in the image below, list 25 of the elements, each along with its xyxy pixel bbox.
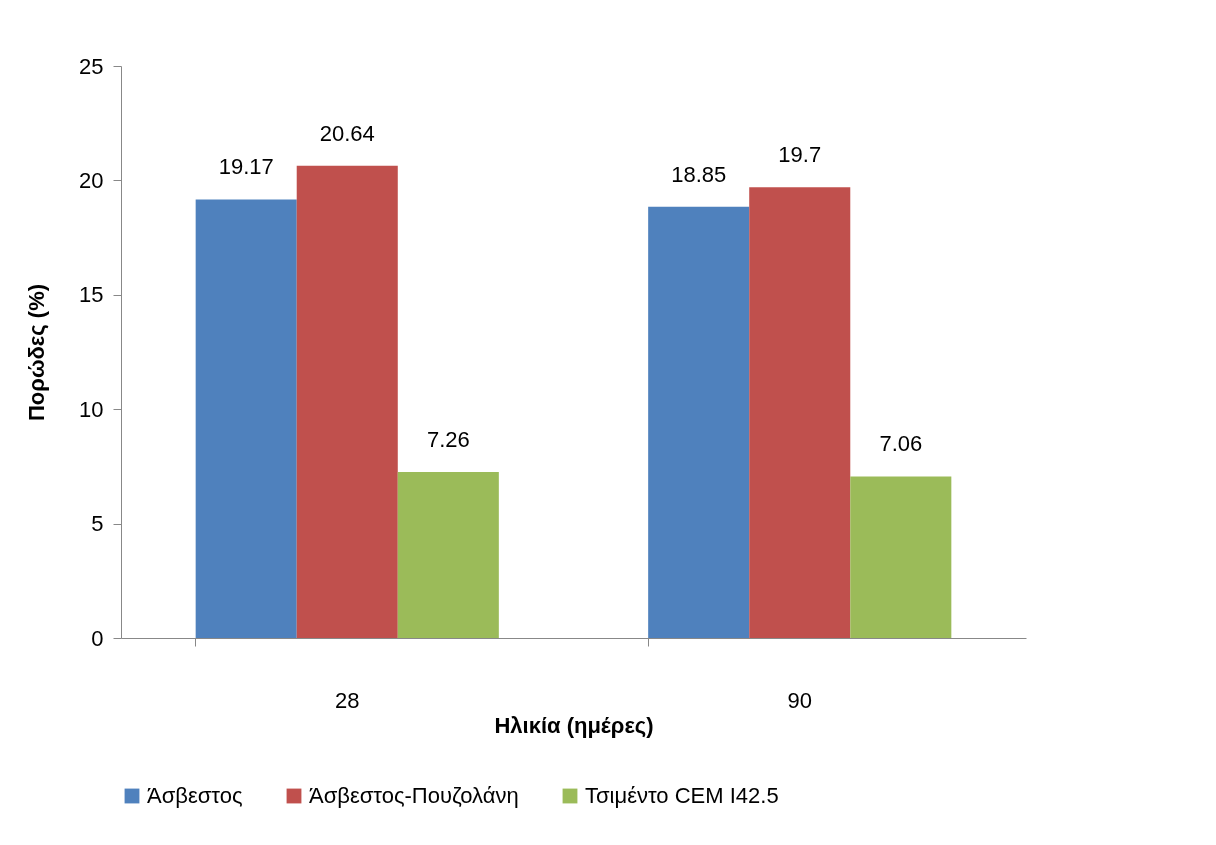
y-tick-label: 10 xyxy=(79,396,104,422)
bar xyxy=(195,199,297,638)
data-label: 19.17 xyxy=(218,154,274,180)
bar xyxy=(397,471,499,638)
y-tick-label: 20 xyxy=(79,167,104,193)
x-tick-label: 28 xyxy=(335,687,360,713)
x-axis-title: Ηλικία (ημέρες) xyxy=(494,712,654,738)
y-tick-label: 5 xyxy=(91,511,104,537)
y-axis-title: Πορώδες (%) xyxy=(24,283,50,422)
legend-label: Τσιμέντο CEM I42.5 xyxy=(585,783,779,808)
data-label: 20.64 xyxy=(319,120,375,146)
data-label: 7.06 xyxy=(879,431,923,457)
y-tick-label: 25 xyxy=(79,53,104,79)
bar xyxy=(850,476,952,638)
data-label: 18.85 xyxy=(671,161,727,187)
x-tick-label: 90 xyxy=(787,687,812,713)
data-label: 19.7 xyxy=(778,142,822,168)
y-tick-label: 15 xyxy=(79,282,104,308)
legend-label: Άσβεστος-Πουζολάνη xyxy=(309,783,519,808)
y-tick-label: 0 xyxy=(91,625,104,651)
legend-label: Άσβεστος xyxy=(147,783,243,808)
bar xyxy=(296,165,398,638)
bar xyxy=(648,206,750,638)
bar xyxy=(749,187,851,638)
data-label: 7.26 xyxy=(426,426,470,452)
